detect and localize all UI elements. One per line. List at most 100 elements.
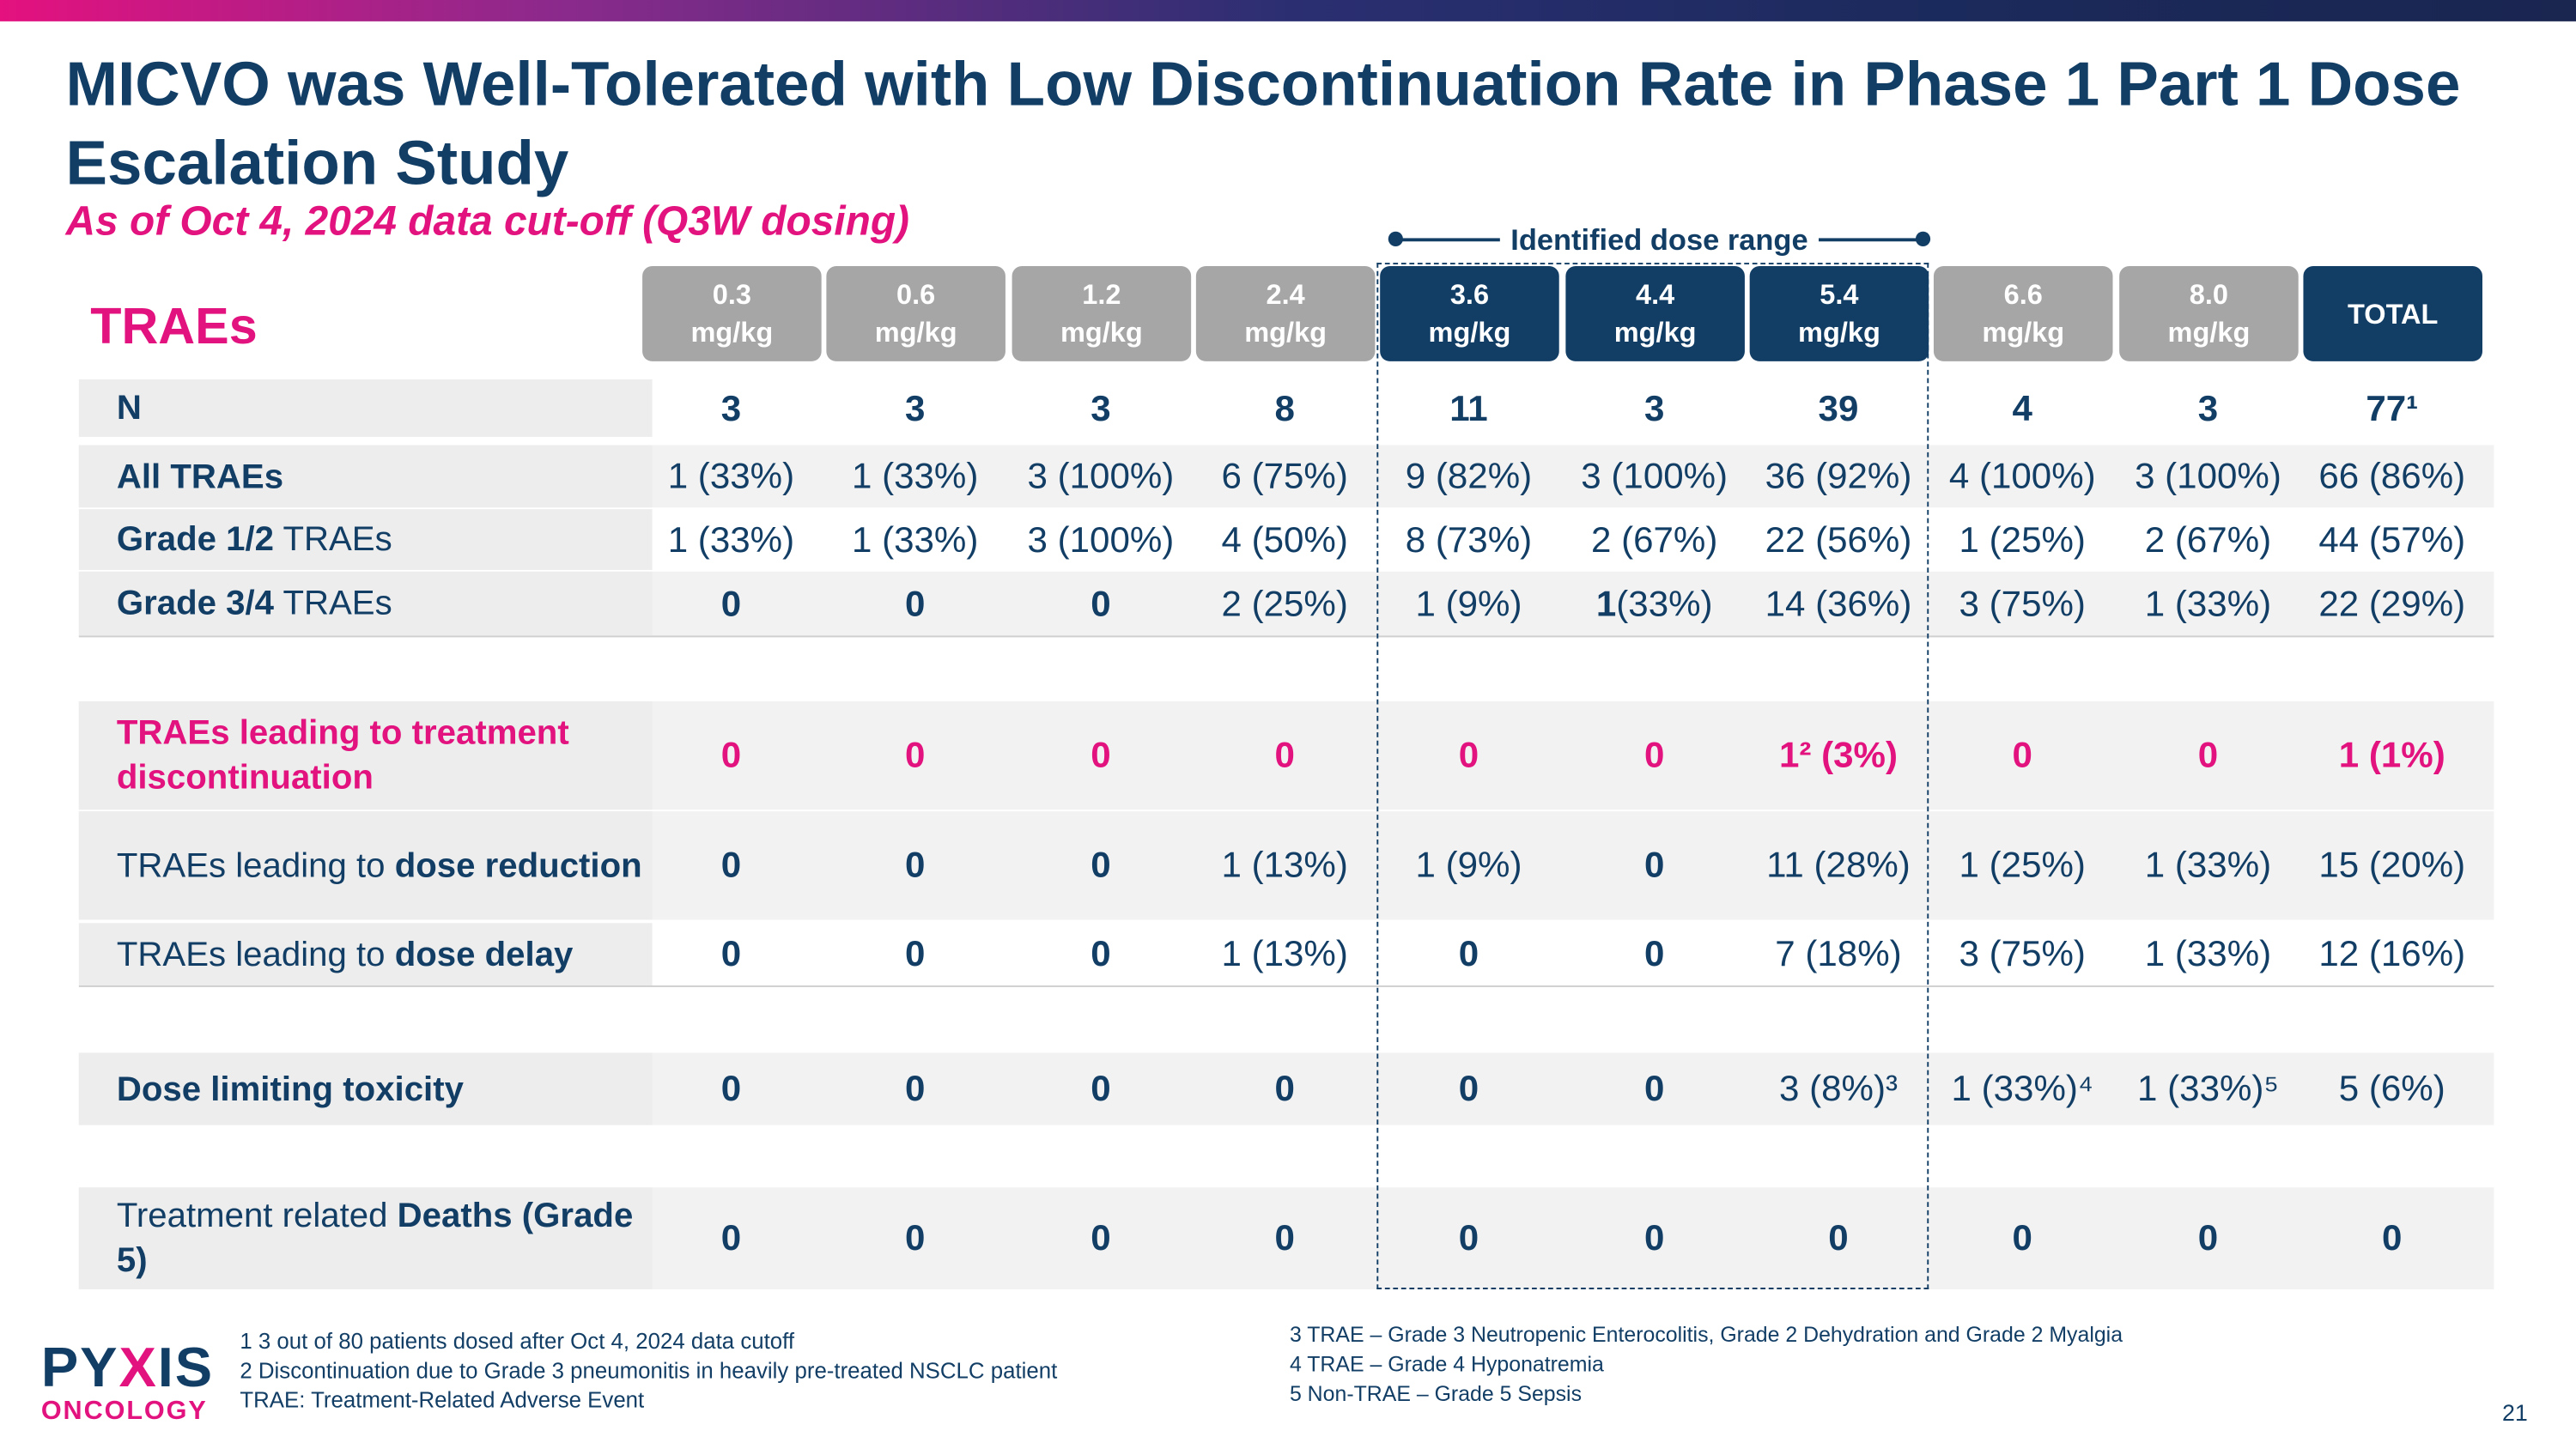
table-cell: 0 — [720, 932, 742, 974]
dose-unit: mg/kg — [874, 317, 957, 349]
row-label: TRAEs leading to treatment discontinuati… — [78, 700, 653, 810]
table-cell: 66 (86%) — [2318, 454, 2466, 496]
table-cell: 3 (75%) — [1959, 582, 2086, 624]
table-cell: 22 (56%) — [1765, 518, 1912, 560]
table-cell: 0 — [1274, 1216, 1295, 1258]
table-cell: 1 (25%) — [1959, 518, 2086, 560]
table-cell: 1 (33%) — [667, 518, 795, 560]
table-cell: 0 — [1091, 1067, 1111, 1109]
footnotes-left: 1 3 out of 80 patients dosed after Oct 4… — [240, 1327, 1057, 1416]
page-title: MICVO was Well-Tolerated with Low Discon… — [65, 51, 2461, 199]
table-cell: 0 — [1458, 1067, 1479, 1109]
table-cell: 0 — [2197, 1216, 2219, 1258]
label-text: All TRAEs — [116, 457, 284, 495]
table-cell: 1 (13%) — [1221, 932, 1348, 974]
table-cell: 3 (8%)³ — [1778, 1067, 1898, 1109]
column-header-total: TOTAL — [2303, 265, 2482, 361]
table-row-treatment-related-deaths: Treatment related Deaths (Grade 5) 0 0 0 0 0 0… — [78, 1187, 2494, 1289]
table-cell: 0 — [904, 844, 926, 886]
table-cell: 0 — [904, 734, 926, 776]
dose-value: 6.6 — [2003, 279, 2043, 311]
table-cell: 22 (29%) — [2318, 582, 2466, 624]
table-cell: 3 (100%) — [1581, 454, 1728, 496]
row-label: Treatment related Deaths (Grade 5) — [78, 1187, 653, 1289]
footnote: TRAE: Treatment-Related Adverse Event — [240, 1387, 645, 1413]
table-cell: 4 (50%) — [1221, 518, 1348, 560]
row-label: Grade 1/2 TRAEs — [78, 509, 653, 570]
dose-unit: mg/kg — [1060, 317, 1143, 349]
section-label: TRAEs — [90, 297, 258, 355]
column-header-4.4: 4.4 mg/kg — [1565, 265, 1745, 361]
table-row-n: N 3 3 3 8 11 3 39 4 3 77¹ — [78, 379, 2494, 437]
dose-value: 4.4 — [1636, 279, 1675, 311]
row-label: Dose limiting toxicity — [78, 1052, 653, 1125]
table-cell: 5 (6%) — [2338, 1067, 2445, 1109]
table-cell: 0 — [1091, 734, 1111, 776]
table-cell: 3 — [1091, 386, 1111, 428]
dose-unit: mg/kg — [2167, 317, 2251, 349]
table-cell: 15 (20%) — [2318, 844, 2466, 886]
dose-value: 5.4 — [1820, 279, 1859, 311]
table-cell: 6 (75%) — [1221, 454, 1348, 496]
table-cell: 1 (9%) — [1415, 844, 1522, 886]
table-cell: 1 (1%) — [2338, 734, 2445, 776]
subtitle: As of Oct 4, 2024 data cut-off (Q3W dosi… — [65, 198, 910, 246]
label-text: N — [116, 389, 142, 427]
table-cell: 1 (33%) — [1595, 582, 1713, 624]
table-cell: 0 — [904, 1067, 926, 1109]
column-header-0.3: 0.3 mg/kg — [642, 265, 822, 361]
dose-value: 0.3 — [712, 279, 751, 311]
table-cell: 0 — [720, 844, 742, 886]
top-banner — [0, 0, 2576, 21]
table-cell: 3 — [720, 386, 742, 428]
table-cell: 0 — [1828, 1216, 1849, 1258]
column-header-8.0: 8.0 mg/kg — [2119, 265, 2299, 361]
table-cell: 77¹ — [2366, 386, 2419, 428]
footnote: 1 3 out of 80 patients dosed after Oct 4… — [240, 1328, 795, 1354]
dose-unit: mg/kg — [1244, 317, 1327, 349]
table-cell: 0 — [2012, 734, 2032, 776]
column-header-5.4: 5.4 mg/kg — [1749, 265, 1929, 361]
table-cell: 44 (57%) — [2318, 518, 2466, 560]
table-cell: 0 — [1458, 1216, 1479, 1258]
label-text: Grade 1/2 — [116, 520, 275, 559]
table-cell: 2 (67%) — [1590, 518, 1718, 560]
table-cell: 3 — [2197, 386, 2219, 428]
column-header-2.4: 2.4 mg/kg — [1195, 265, 1376, 361]
table-cell: 2 (67%) — [2144, 518, 2272, 560]
label-text: TRAEs — [274, 520, 392, 559]
table-cell: 3 (100%) — [1027, 518, 1175, 560]
pyxis-oncology-logo: PYXIS ONCOLOGY — [40, 1337, 215, 1426]
row-label: TRAEs leading to dose delay — [78, 923, 653, 985]
table-cell: 12 (16%) — [2318, 932, 2466, 974]
table-cell: 0 — [1091, 932, 1111, 974]
table-cell: 0 — [904, 582, 926, 624]
page-number: 21 — [2501, 1399, 2528, 1426]
row-label: TRAEs leading to dose reduction — [78, 811, 653, 920]
table-cell: 0 — [1643, 734, 1665, 776]
label-text: Treatment related — [116, 1197, 398, 1235]
row-label: All TRAEs — [78, 445, 653, 508]
table-cell: 0 — [1643, 1067, 1665, 1109]
table-cell: 3 — [904, 386, 926, 428]
table-cell: 1 (33%)⁵ — [2137, 1067, 2279, 1109]
table-cell: 0 — [1091, 844, 1111, 886]
table-cell: 7 (18%) — [1775, 932, 1902, 974]
table-cell: 8 (73%) — [1405, 518, 1533, 560]
dose-unit: mg/kg — [1613, 317, 1697, 349]
table-cell: 0 — [1643, 844, 1665, 886]
table-cell: 0 — [720, 1067, 742, 1109]
footnote: 2 Discontinuation due to Grade 3 pneumon… — [240, 1358, 1058, 1383]
footnote: 5 Non-TRAE – Grade 5 Sepsis — [1289, 1381, 1583, 1406]
dose-range-label: Identified dose range — [1500, 223, 1819, 257]
table-cell: 1² (3%) — [1778, 734, 1898, 776]
label-text: TRAEs leading to — [116, 846, 395, 885]
table-cell: 9 (82%) — [1405, 454, 1533, 496]
table-cell: 14 (36%) — [1765, 582, 1912, 624]
table-row-grade-3-4-traes: Grade 3/4 TRAEs 0 0 0 2 (25%) 1 (9%) 1 (33%) 14… — [78, 571, 2494, 638]
table-row-dose-delay: TRAEs leading to dose delay 0 0 0 1 (13%) 0 0 7… — [78, 923, 2494, 987]
table-cell: 1 (33%) — [667, 454, 795, 496]
table-row-dose-limiting-toxicity: Dose limiting toxicity 0 0 0 0 0 0 3 (8%)³ 1 (33… — [78, 1052, 2494, 1125]
table-cell: 0 — [1643, 1216, 1665, 1258]
